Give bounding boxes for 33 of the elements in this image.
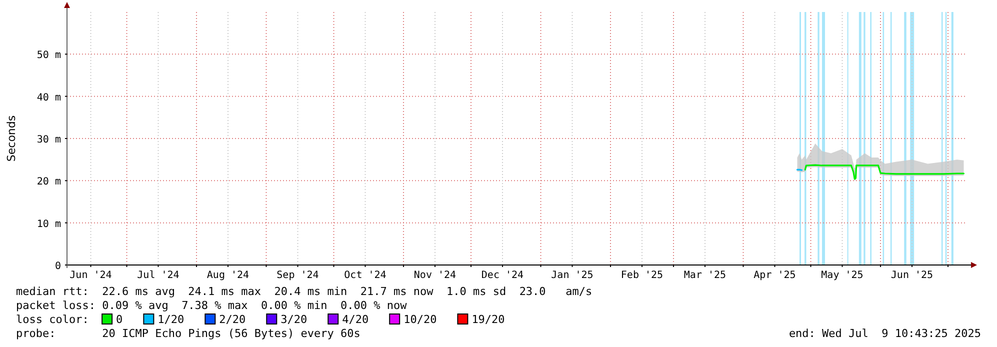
legend-label: 2/20: [219, 313, 246, 326]
legend-label: 4/20: [342, 313, 369, 326]
x-tick-label: Jun '25: [890, 270, 934, 281]
x-tick-label: Dec '24: [481, 270, 524, 281]
x-tick-label: Aug '24: [206, 270, 250, 281]
x-tick-label: Apr '25: [754, 270, 796, 281]
y-tick-label: 0: [54, 261, 61, 272]
x-tick-label: Mar '25: [684, 270, 726, 281]
y-axis-title: Seconds: [5, 115, 18, 162]
x-tick-label: Sep '24: [276, 270, 319, 281]
legend-label: 10/20: [404, 313, 437, 326]
x-tick-label: May '25: [821, 270, 864, 281]
legend-label: 19/20: [472, 313, 505, 326]
text: median rtt: 22.6 ms avg 24.1 ms max 20.4 ms min 21.7 ms now 1.0 ms sd 23.0 am/s: [16, 285, 592, 298]
x-tick-label: Nov '24: [414, 270, 456, 281]
y-tick-label: 20 m: [36, 176, 61, 188]
x-tick-label: Jun '24: [70, 270, 112, 281]
x-tick-label: Feb '25: [620, 270, 664, 281]
y-tick-label: 50 m: [36, 50, 61, 62]
legend-label: 1/20: [158, 313, 184, 326]
x-tick-label: Jul '24: [137, 270, 180, 281]
text: end: Wed Jul 9 10:43:25 2025: [788, 327, 981, 340]
legend-label: 0: [116, 313, 123, 326]
legend-title: loss color:: [16, 313, 89, 326]
text: probe: 20 ICMP Echo Pings (56 Bytes) every 60s: [16, 327, 360, 340]
legend-label: 3/20: [280, 313, 308, 326]
x-tick-label: Jan '25: [551, 270, 594, 281]
line-series: [804, 164, 965, 180]
y-tick-label: 30 m: [36, 134, 61, 146]
x-tick-label: Oct '24: [344, 270, 386, 281]
text: packet loss: 0.09 % avg 7.38 % max 0.00 % min 0.00 % now: [16, 299, 408, 312]
y-tick-label: 10 m: [36, 218, 61, 230]
y-tick-label: 40 m: [36, 92, 61, 104]
